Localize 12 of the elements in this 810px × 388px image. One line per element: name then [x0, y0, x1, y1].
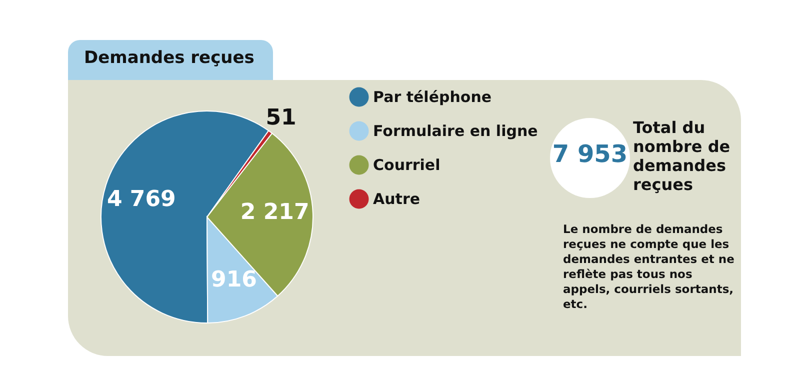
- data-label: 51: [266, 106, 296, 131]
- text: Total du nombre de demandes reçues: [633, 118, 732, 194]
- chart-title: Demandes reçues: [84, 48, 254, 68]
- text: 7 953: [551, 140, 629, 168]
- text: Le nombre de demandes reçues ne compte que les demandes entrantes et ne reflète pas tous nos appels, courriels sortants, etc.: [563, 222, 736, 312]
- data-label: 4 769: [106, 187, 176, 212]
- legend-label: Courriel: [373, 156, 440, 174]
- legend-label: Par téléphone: [373, 88, 492, 106]
- legend-label: Autre: [373, 190, 420, 208]
- data-label: 2 217: [240, 200, 310, 225]
- legend-label: Formulaire en ligne: [373, 122, 538, 140]
- data-label: 916: [211, 267, 257, 292]
